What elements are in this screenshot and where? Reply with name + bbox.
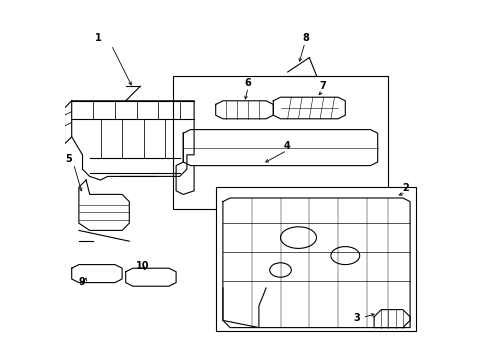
Text: 10: 10 — [136, 261, 149, 271]
Text: 5: 5 — [65, 154, 72, 164]
Text: 9: 9 — [78, 276, 85, 287]
Text: 1: 1 — [95, 33, 102, 43]
Text: 8: 8 — [302, 33, 308, 43]
Text: 3: 3 — [353, 312, 360, 323]
Text: 7: 7 — [319, 81, 325, 91]
Text: 2: 2 — [402, 183, 408, 193]
Bar — [172, 76, 387, 209]
Text: 6: 6 — [244, 78, 251, 88]
Text: 4: 4 — [283, 141, 290, 151]
Bar — [215, 187, 415, 331]
